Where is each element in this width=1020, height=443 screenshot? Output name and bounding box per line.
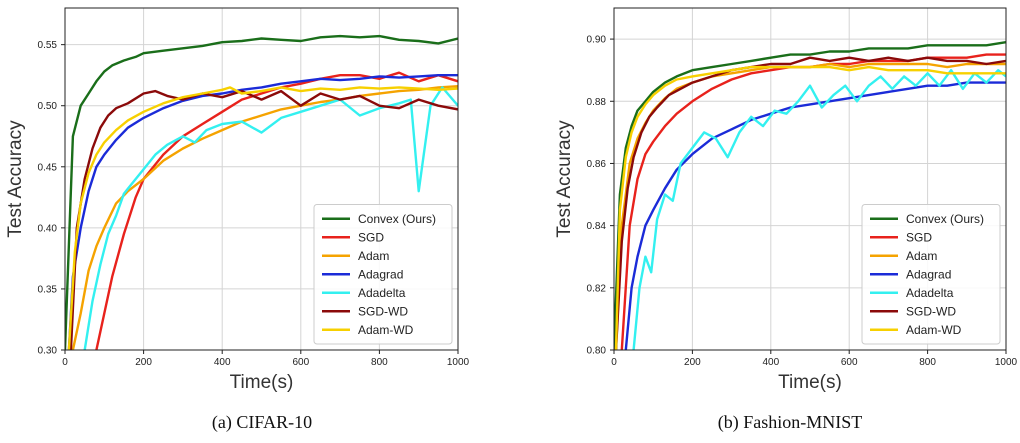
legend-label: SGD-WD: [906, 304, 956, 318]
y-tick-label: 0.90: [587, 35, 607, 46]
legend-label: Adadelta: [906, 286, 954, 300]
caption-cifar10: (a) CIFAR-10: [211, 412, 313, 432]
y-tick-label: 0.35: [38, 284, 58, 295]
y-axis-label: Test Accuracy: [5, 120, 26, 238]
y-tick-label: 0.50: [38, 101, 58, 112]
x-tick-label: 800: [919, 357, 936, 368]
series-line-adam-wd: [67, 86, 458, 350]
x-axis-label: Time(s): [778, 372, 842, 393]
caption-fashion-mnist: (b) Fashion-MNIST: [717, 412, 863, 432]
y-tick-label: 0.45: [38, 162, 58, 173]
series-group: [614, 41, 1006, 350]
legend: Convex (Ours) SGD Adam Adagrad Adadelta SGD-W…: [861, 204, 1001, 345]
series-line-sgd-wd: [69, 89, 458, 350]
series-line-adagrad: [624, 81, 1006, 350]
series-line-adagrad: [67, 73, 458, 350]
plot-frame: [64, 7, 459, 351]
y-tick-label: 0.30: [38, 346, 58, 357]
legend-label: Convex (Ours): [358, 212, 436, 226]
x-tick-label: 600: [292, 357, 309, 368]
legend-box: [861, 204, 1001, 345]
legend-label: Adam-WD: [906, 323, 962, 337]
legend-label: SGD: [358, 230, 384, 244]
series-line-convex-ours: [614, 41, 1006, 350]
y-tick-label: 0.86: [587, 159, 607, 170]
series-group: [65, 34, 458, 350]
x-tick-label: 1000: [447, 357, 470, 368]
x-tick-label: 200: [135, 357, 152, 368]
y-tick-label: 0.80: [587, 346, 607, 357]
plot-frame: [613, 7, 1007, 351]
legend-label: Adagrad: [906, 267, 951, 281]
legend-label: SGD: [906, 230, 932, 244]
legend-label: Adagrad: [358, 267, 403, 281]
legend-label: Adadelta: [358, 286, 406, 300]
legend-label: SGD-WD: [358, 304, 408, 318]
legend-label: Convex (Ours): [906, 212, 984, 226]
x-tick-label: 600: [841, 357, 858, 368]
y-axis-label: Test Accuracy: [554, 120, 575, 238]
series-line-adadelta: [83, 86, 458, 350]
y-tick-label: 0.55: [38, 40, 58, 51]
legend: Convex (Ours) SGD Adam Adagrad Adadelta SGD-W…: [313, 204, 453, 345]
series-line-sgd-wd: [614, 56, 1006, 350]
series-line-adadelta: [632, 68, 1006, 350]
x-tick-label: 0: [611, 357, 617, 368]
x-tick-label: 0: [62, 357, 68, 368]
x-axis-label: Time(s): [230, 372, 294, 393]
chart-panel-cifar10: 0 200 400 600 800 1000 0.30 0.35 0.40 0.45 0.50 0.5…: [5, 7, 470, 393]
legend-box: [313, 204, 453, 345]
series-line-convex-ours: [65, 34, 458, 350]
y-tick-label: 0.40: [38, 223, 58, 234]
x-tick-label: 1000: [995, 357, 1018, 368]
legend-label: Adam: [358, 249, 389, 263]
legend-label: Adam-WD: [358, 323, 414, 337]
y-tick-label: 0.88: [587, 97, 607, 108]
x-tick-label: 800: [371, 357, 388, 368]
series-line-adam: [71, 85, 458, 350]
chart-panel-fashion-mnist: 0 200 400 600 800 1000 0.80 0.82 0.84 0.86 0.88 0.9…: [554, 7, 1018, 393]
x-tick-label: 400: [214, 357, 231, 368]
x-tick-label: 200: [684, 357, 701, 368]
legend-label: Adam: [906, 249, 937, 263]
y-tick-label: 0.84: [587, 221, 607, 232]
x-tick-label: 400: [762, 357, 779, 368]
series-line-adam-wd: [614, 65, 1006, 350]
y-tick-label: 0.82: [587, 283, 607, 294]
